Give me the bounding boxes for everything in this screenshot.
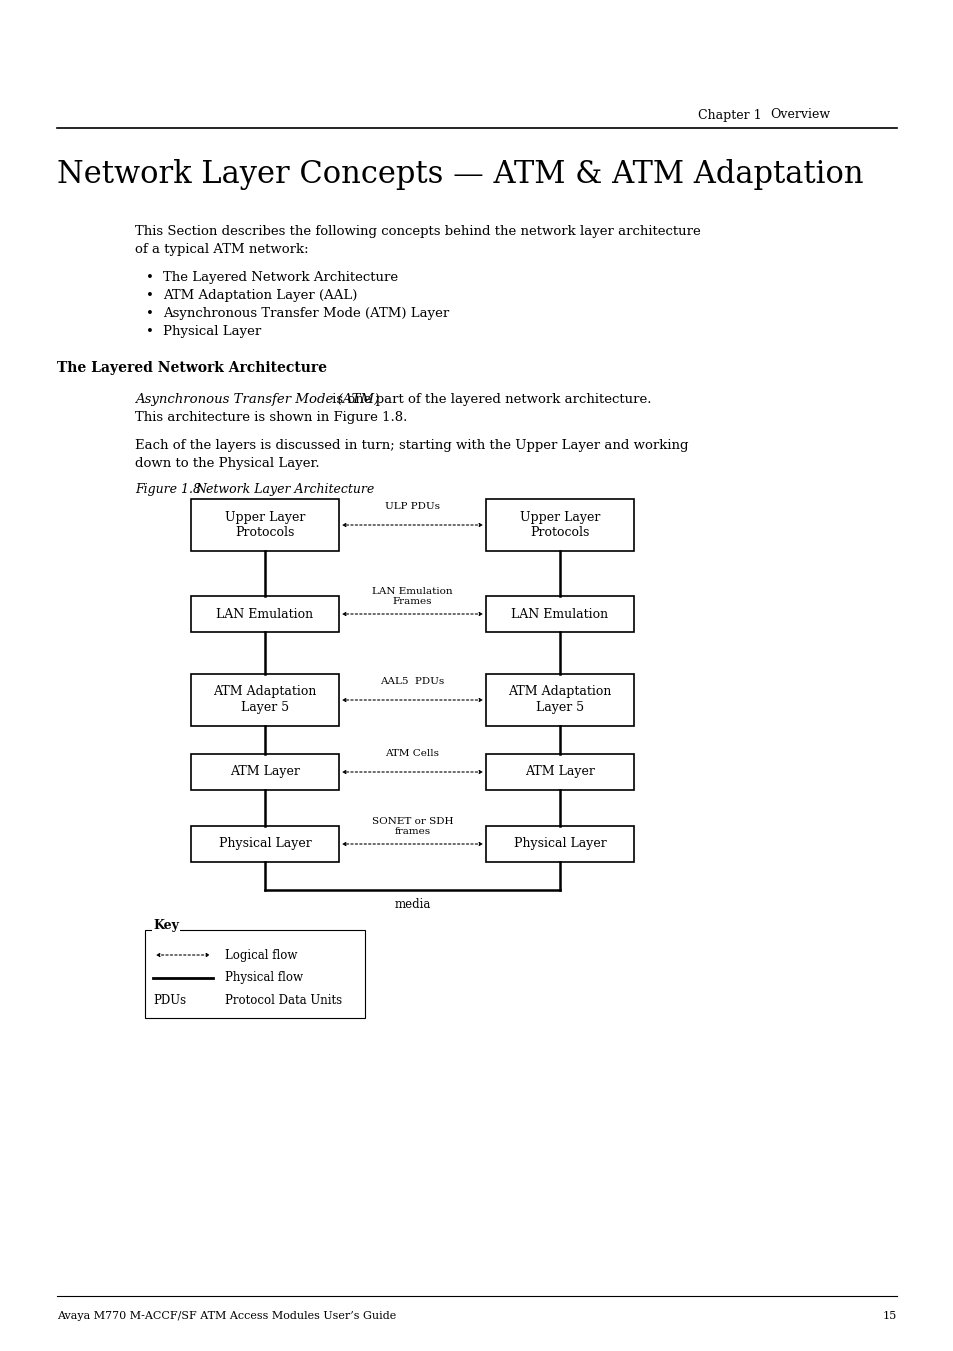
Text: Protocol Data Units: Protocol Data Units bbox=[225, 994, 342, 1008]
Text: Physical Layer: Physical Layer bbox=[218, 838, 311, 851]
Text: Network Layer Concepts — ATM & ATM Adaptation: Network Layer Concepts — ATM & ATM Adapt… bbox=[57, 159, 862, 190]
Text: The Layered Network Architecture: The Layered Network Architecture bbox=[163, 272, 397, 285]
Text: The Layered Network Architecture: The Layered Network Architecture bbox=[57, 361, 327, 376]
Text: ATM Adaptation
Layer 5: ATM Adaptation Layer 5 bbox=[213, 685, 316, 715]
Text: Physical Layer: Physical Layer bbox=[163, 326, 261, 339]
Text: Asynchronous Transfer Mode (ATM) Layer: Asynchronous Transfer Mode (ATM) Layer bbox=[163, 308, 449, 320]
Bar bbox=[191, 754, 338, 790]
Text: AAL5  PDUs: AAL5 PDUs bbox=[380, 677, 444, 686]
Text: This Section describes the following concepts behind the network layer architect: This Section describes the following con… bbox=[135, 226, 700, 239]
Text: Overview: Overview bbox=[769, 108, 829, 122]
Text: Asynchronous Transfer Mode (ATM): Asynchronous Transfer Mode (ATM) bbox=[135, 393, 379, 407]
Text: of a typical ATM network:: of a typical ATM network: bbox=[135, 243, 309, 257]
Text: PDUs: PDUs bbox=[152, 994, 186, 1008]
Text: •: • bbox=[146, 326, 153, 339]
Text: •: • bbox=[146, 289, 153, 303]
Bar bbox=[191, 499, 338, 551]
Text: •: • bbox=[146, 308, 153, 320]
Bar bbox=[191, 674, 338, 725]
Text: LAN Emulation: LAN Emulation bbox=[216, 608, 314, 620]
Text: Key: Key bbox=[152, 920, 178, 932]
Bar bbox=[485, 754, 634, 790]
Text: ATM Layer: ATM Layer bbox=[524, 766, 595, 778]
Text: Physical flow: Physical flow bbox=[225, 971, 303, 985]
Bar bbox=[145, 929, 365, 1019]
Bar bbox=[191, 825, 338, 862]
Bar bbox=[485, 825, 634, 862]
Text: ATM Adaptation
Layer 5: ATM Adaptation Layer 5 bbox=[508, 685, 611, 715]
Text: media: media bbox=[394, 897, 430, 911]
Text: This architecture is shown in Figure 1.8.: This architecture is shown in Figure 1.8… bbox=[135, 412, 407, 424]
Bar bbox=[191, 596, 338, 632]
Text: Network Layer Architecture: Network Layer Architecture bbox=[194, 484, 374, 497]
Text: Logical flow: Logical flow bbox=[225, 948, 297, 962]
Text: 15: 15 bbox=[882, 1310, 896, 1321]
Text: •: • bbox=[146, 272, 153, 285]
Text: Chapter 1: Chapter 1 bbox=[698, 108, 760, 122]
Text: LAN Emulation
Frames: LAN Emulation Frames bbox=[372, 586, 453, 607]
Text: is one part of the layered network architecture.: is one part of the layered network archi… bbox=[328, 393, 651, 407]
Text: SONET or SDH
frames: SONET or SDH frames bbox=[372, 816, 453, 836]
Text: Avaya M770 M-ACCF/SF ATM Access Modules User’s Guide: Avaya M770 M-ACCF/SF ATM Access Modules … bbox=[57, 1310, 395, 1321]
Text: Physical Layer: Physical Layer bbox=[513, 838, 606, 851]
Text: Upper Layer
Protocols: Upper Layer Protocols bbox=[519, 511, 599, 539]
Text: ATM Adaptation Layer (AAL): ATM Adaptation Layer (AAL) bbox=[163, 289, 357, 303]
Bar bbox=[485, 596, 634, 632]
Text: ATM Cells: ATM Cells bbox=[385, 748, 439, 758]
Bar bbox=[485, 499, 634, 551]
Text: down to the Physical Layer.: down to the Physical Layer. bbox=[135, 457, 319, 470]
Text: ATM Layer: ATM Layer bbox=[230, 766, 299, 778]
Text: Figure 1.8: Figure 1.8 bbox=[135, 484, 201, 497]
Text: Each of the layers is discussed in turn; starting with the Upper Layer and worki: Each of the layers is discussed in turn;… bbox=[135, 439, 688, 451]
Text: ULP PDUs: ULP PDUs bbox=[385, 503, 439, 511]
Text: LAN Emulation: LAN Emulation bbox=[511, 608, 608, 620]
Bar bbox=[485, 674, 634, 725]
Text: Upper Layer
Protocols: Upper Layer Protocols bbox=[225, 511, 305, 539]
